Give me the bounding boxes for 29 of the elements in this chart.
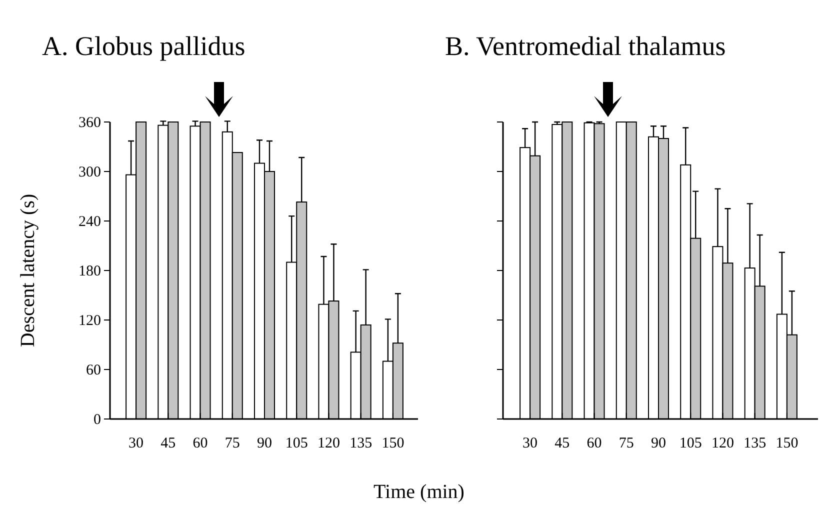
- x-tick-label: 45: [554, 436, 570, 452]
- x-tick-label: 135: [350, 436, 372, 452]
- x-tick-label: 90: [651, 436, 666, 452]
- x-tick-label: 120: [711, 436, 734, 452]
- x-tick-label: 60: [586, 436, 602, 452]
- x-tick-label: 75: [224, 436, 240, 452]
- y-tick-label: 60: [86, 362, 101, 378]
- y-tick-label: 240: [78, 214, 101, 230]
- x-tick-label: 150: [382, 436, 404, 452]
- x-tick-label: 105: [679, 436, 702, 452]
- x-axis-title: Time (min): [374, 481, 464, 503]
- x-tick-label: 45: [160, 436, 176, 452]
- y-tick-label: 360: [78, 114, 101, 131]
- y-tick-label: 120: [78, 312, 101, 329]
- x-tick-label: 60: [192, 436, 208, 452]
- x-tick-label: 105: [285, 436, 308, 452]
- x-tick-label: 135: [744, 436, 766, 452]
- x-tick-label: 75: [618, 436, 634, 452]
- y-tick-label: 300: [78, 164, 101, 180]
- y-axis-title: Descent latency (s): [17, 194, 39, 348]
- chart-title: A. Globus pallidus: [42, 31, 246, 61]
- x-tick-label: 30: [522, 436, 538, 452]
- x-tick-label: 120: [317, 436, 340, 452]
- y-tick-label: 0: [94, 412, 101, 428]
- x-tick-label: 150: [776, 436, 798, 452]
- y-tick-label: 180: [78, 263, 101, 280]
- chart-title: B. Ventromedial thalamus: [445, 31, 726, 61]
- x-tick-label: 30: [128, 436, 144, 452]
- x-tick-label: 90: [257, 436, 272, 452]
